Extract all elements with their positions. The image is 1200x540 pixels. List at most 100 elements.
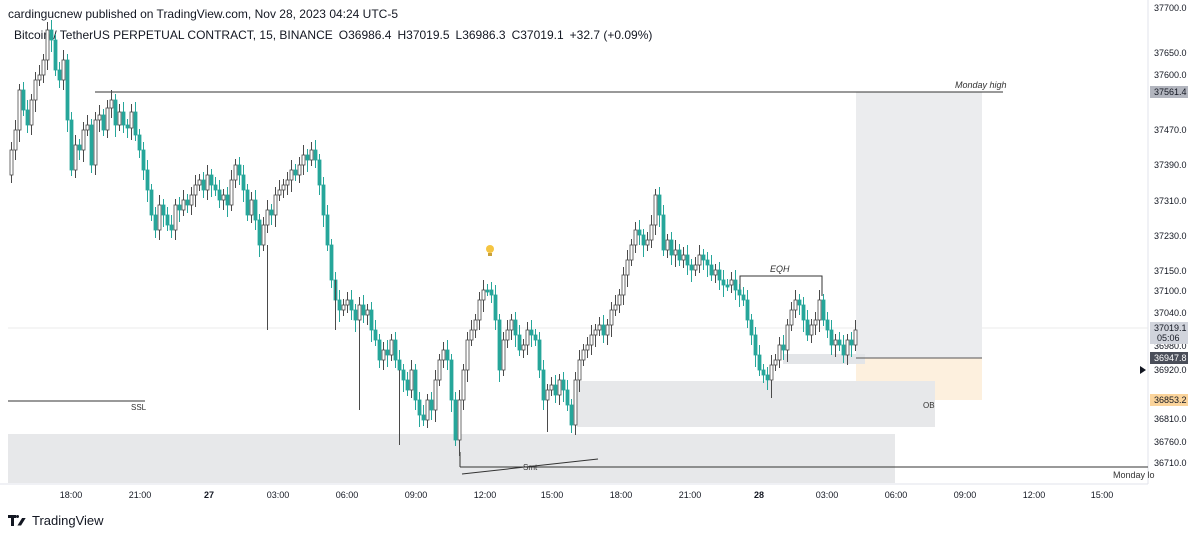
candle-up [301,154,306,166]
candle-up [505,329,510,341]
last-price-tag [1150,322,1188,344]
candle-up [665,239,670,251]
candle-up [85,124,90,131]
idea-bulb-icon[interactable] [486,245,494,256]
candle-down [417,399,422,416]
monday-low-label: Monday lo [1113,470,1155,480]
ob-label: OB [923,401,935,410]
price-tick-label: 37470.0 [1154,125,1187,135]
candle-down [565,389,570,406]
candle-down [25,109,30,126]
candle-up [777,344,782,361]
candle-up [525,329,530,346]
price-tick-label: 37700.0 [1154,3,1187,13]
candle-down [429,399,434,411]
candle-up [853,329,858,346]
candle-down [317,159,322,186]
candle-up [617,294,622,306]
candle-down [421,414,426,421]
candle-down [797,299,802,306]
candle-down [537,339,542,371]
candle-down [541,369,546,401]
price-tick-label: 36980.0 [1154,341,1187,351]
candle-down [313,149,318,161]
candle-down [257,219,262,246]
candle-down [485,289,490,293]
monday-high-label: Monday high [955,80,1007,90]
candle-up [501,339,506,371]
candle-up [457,399,462,441]
candle-up [81,129,86,151]
candle-up [833,339,838,346]
candle-down [405,379,410,391]
price-tick-label: 37310.0 [1154,196,1187,206]
candle-up [365,309,370,316]
candle-up [357,304,362,321]
time-tick-label: 03:00 [267,490,290,500]
candle-up [389,339,394,356]
time-tick-label: 28 [754,490,764,500]
candle-down [269,209,274,216]
candle-down [149,189,154,216]
candle-up [93,119,98,166]
candle-down [185,199,190,206]
symbol-name[interactable]: Bitcoin / TetherUS PERPETUAL CONTRACT, 1… [14,28,333,42]
candle-up [193,184,198,196]
candle-down [517,334,522,351]
candle-up [425,399,430,421]
candle-up [73,144,78,171]
candle-down [801,304,806,321]
candle-down [725,284,730,288]
candle-up [461,369,466,401]
candle-up [621,274,626,296]
candle-down [125,124,130,129]
candle-up [189,194,194,206]
candle-down [489,289,494,296]
time-tick-label: 09:00 [954,490,977,500]
level-price-tag [1150,352,1188,364]
candle-down [737,289,742,296]
price-tick-label: 37650.0 [1154,48,1187,58]
candle-down [213,184,218,191]
price-tick-label: 36920.0 [1154,365,1187,375]
time-tick-label: 21:00 [679,490,702,500]
candle-down [677,249,682,261]
price-tick-label: 37040.0 [1154,308,1187,318]
candle-down [141,149,146,171]
candle-down [153,214,158,231]
candle-up [813,319,818,326]
candle-up [61,59,66,81]
candle-up [789,309,794,326]
candle-up [509,319,514,331]
candle-up [341,304,346,311]
candle-up [41,59,46,76]
candle-down [137,134,142,151]
candle-up [45,29,50,61]
time-tick-label: 06:00 [336,490,359,500]
candle-up [261,224,266,246]
candle-up [469,329,474,341]
candle-down [89,124,94,166]
candle-down [201,179,206,191]
candle-up [17,89,22,131]
time-tick-label: 12:00 [474,490,497,500]
candle-up [33,79,38,101]
ssl-label: SSL [131,403,147,412]
candle-down [553,384,558,396]
candle-up [297,164,302,176]
candle-up [381,349,386,361]
candle-up [545,389,550,401]
candle-up [105,107,110,131]
candle-down [401,369,406,381]
level-arrow-icon [1140,366,1146,374]
candle-up [205,174,210,191]
ob-price-tag [1150,394,1188,406]
footer-brand[interactable]: TradingView [8,513,104,528]
candle-up [713,269,718,276]
candle-up [109,99,114,109]
candle-up [249,199,254,216]
candle-down [561,379,566,391]
tradingview-logo-icon [8,514,26,527]
